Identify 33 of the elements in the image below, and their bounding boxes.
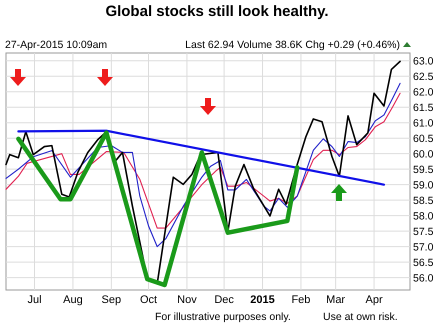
x-tick-label: Feb xyxy=(291,294,310,306)
y-tick-label: 57.0 xyxy=(413,242,434,254)
x-tick-label: Sep xyxy=(102,294,122,306)
x-tick-label: Nov xyxy=(177,294,198,306)
y-tick-label: 60.0 xyxy=(413,148,434,161)
y-tick-label: 59.5 xyxy=(413,164,434,176)
line-series xyxy=(5,82,401,248)
text: 27-Apr-2015 10:09am xyxy=(5,39,108,51)
x-tick-label: 2015 xyxy=(250,294,275,306)
y-tick-label: 59.0 xyxy=(413,180,434,192)
y-tick-label: 63.0 xyxy=(413,56,434,68)
x-tick-label: Mar xyxy=(326,294,346,306)
chart-title: Global stocks still look healthy. xyxy=(105,3,329,20)
y-tick-label: 56.5 xyxy=(413,257,434,270)
x-tick-label: Aug xyxy=(63,294,83,306)
line-series xyxy=(16,130,300,288)
line-series xyxy=(5,92,401,229)
x-tick-label: Jul xyxy=(27,294,42,306)
y-tick-label: 58.5 xyxy=(413,195,434,208)
y-tick-label: 61.0 xyxy=(413,118,434,130)
y-tick-label: 58.0 xyxy=(413,210,434,223)
y-tick-label: 61.5 xyxy=(413,102,434,114)
x-tick-label: Oct xyxy=(140,294,158,306)
x-tick-label: Dec xyxy=(214,294,234,306)
text: Use at own risk. xyxy=(323,311,398,323)
y-tick-label: 62.5 xyxy=(413,71,434,84)
y-tick-label: 57.5 xyxy=(413,226,434,238)
text: Last 62.94 Volume 38.6K Chg +0.29 (+0.46%) xyxy=(185,39,400,51)
y-tick-label: 56.0 xyxy=(413,272,434,285)
y-tick-label: 62.0 xyxy=(413,86,434,99)
y-tick-label: 60.5 xyxy=(413,133,434,146)
text: For illustrative purposes only. xyxy=(155,311,291,323)
x-tick-label: Apr xyxy=(366,294,383,306)
